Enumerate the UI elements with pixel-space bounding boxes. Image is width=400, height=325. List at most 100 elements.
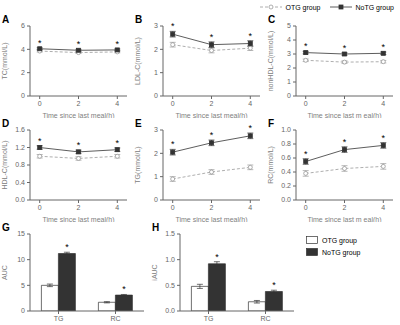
svg-text:TG: TG xyxy=(54,315,64,322)
svg-text:RC(mmol/L): RC(mmol/L) xyxy=(267,146,275,184)
svg-text:2: 2 xyxy=(154,150,158,157)
svg-text:0.2: 0.2 xyxy=(281,182,291,189)
svg-text:*: * xyxy=(65,242,69,252)
svg-text:*: * xyxy=(38,136,42,146)
svg-text:0: 0 xyxy=(287,92,291,99)
svg-text:Time since last meal(h): Time since last meal(h) xyxy=(175,216,247,222)
svg-text:Time since last meal(h): Time since last meal(h) xyxy=(42,216,114,222)
svg-text:*: * xyxy=(171,21,175,31)
svg-text:1.5: 1.5 xyxy=(165,230,175,237)
svg-text:6: 6 xyxy=(21,22,25,29)
svg-text:*: * xyxy=(77,140,81,150)
svg-text:0.0: 0.0 xyxy=(15,196,25,203)
svg-text:1: 1 xyxy=(287,78,291,85)
svg-text:Time since last m eal(h): Time since last m eal(h) xyxy=(307,112,381,118)
svg-text:*: * xyxy=(343,137,347,147)
html-text:C: C xyxy=(268,14,276,25)
svg-text:RC: RC xyxy=(260,315,270,322)
svg-text:*: * xyxy=(215,252,219,262)
svg-text:1.0: 1.0 xyxy=(165,256,175,263)
svg-text:4: 4 xyxy=(287,36,291,43)
svg-text:*: * xyxy=(382,133,386,143)
svg-text:0: 0 xyxy=(304,204,308,211)
svg-text:0.0: 0.0 xyxy=(165,307,175,314)
svg-text:4: 4 xyxy=(381,100,385,107)
svg-text:nonHDL-C(mmol/L): nonHDL-C(mmol/L) xyxy=(267,31,275,92)
svg-text:*: * xyxy=(122,284,126,294)
svg-text:0.4: 0.4 xyxy=(281,168,291,175)
svg-text:4: 4 xyxy=(115,204,119,211)
svg-text:*: * xyxy=(171,139,175,149)
svg-text:0: 0 xyxy=(21,92,25,99)
svg-text:1: 1 xyxy=(154,69,158,76)
svg-text:4: 4 xyxy=(381,204,385,211)
svg-text:*: * xyxy=(382,42,386,52)
svg-text:*: * xyxy=(304,149,308,159)
svg-text:Time since last meal(h): Time since last meal(h) xyxy=(42,112,114,118)
svg-text:*: * xyxy=(210,130,214,140)
svg-text:*: * xyxy=(116,138,120,148)
svg-text:1: 1 xyxy=(154,173,158,180)
svg-text:0: 0 xyxy=(304,100,308,107)
svg-text:TC(mmol/L): TC(mmol/L) xyxy=(8,43,9,80)
svg-text:10: 10 xyxy=(17,256,25,263)
svg-text:*: * xyxy=(38,38,42,48)
svg-text:2: 2 xyxy=(21,69,25,76)
svg-text:*: * xyxy=(249,31,253,41)
svg-text:iAUC: iAUC xyxy=(151,264,158,280)
svg-text:5: 5 xyxy=(21,282,25,289)
svg-text:0.0: 0.0 xyxy=(281,196,291,203)
svg-text:0: 0 xyxy=(38,100,42,107)
svg-text:4: 4 xyxy=(21,46,25,53)
svg-text:0: 0 xyxy=(21,307,25,314)
svg-text:3: 3 xyxy=(287,50,291,57)
svg-text:HDL-C(mmol/L): HDL-C(mmol/L) xyxy=(8,141,9,190)
svg-text:0.8: 0.8 xyxy=(15,161,25,168)
svg-text:2: 2 xyxy=(77,204,81,211)
svg-text:AUC: AUC xyxy=(8,265,9,280)
svg-text:0.6: 0.6 xyxy=(281,154,291,161)
svg-text:0: 0 xyxy=(154,92,158,99)
svg-text:1.6: 1.6 xyxy=(15,126,25,133)
svg-text:TG(mmol/L): TG(mmol/L) xyxy=(134,146,142,183)
svg-text:2: 2 xyxy=(343,204,347,211)
svg-text:0: 0 xyxy=(154,196,158,203)
svg-text:*: * xyxy=(77,39,81,49)
svg-text:*: * xyxy=(304,41,308,51)
svg-text:15: 15 xyxy=(17,230,25,237)
html-text:NoTG group: NoTG group xyxy=(355,3,394,11)
svg-text:LDL-C(mmol/L): LDL-C(mmol/L) xyxy=(134,37,142,85)
svg-text:0: 0 xyxy=(171,100,175,107)
svg-text:RC: RC xyxy=(110,315,120,322)
svg-text:1.2: 1.2 xyxy=(15,144,25,151)
svg-text:4: 4 xyxy=(248,204,252,211)
svg-text:0.8: 0.8 xyxy=(281,140,291,147)
svg-text:*: * xyxy=(116,39,120,49)
svg-text:2: 2 xyxy=(287,64,291,71)
html-text:OTG group: OTG group xyxy=(285,3,321,11)
svg-text:2: 2 xyxy=(77,100,81,107)
html-text:B: B xyxy=(135,14,143,25)
html-text:A: A xyxy=(2,14,10,25)
svg-text:3: 3 xyxy=(154,22,158,29)
svg-text:2: 2 xyxy=(210,100,214,107)
svg-text:1.0: 1.0 xyxy=(281,126,291,133)
svg-text:TG: TG xyxy=(204,315,214,322)
svg-text:Time since last m eal(h): Time since last m eal(h) xyxy=(307,216,381,222)
svg-text:4: 4 xyxy=(115,100,119,107)
svg-text:2: 2 xyxy=(154,46,158,53)
svg-text:3: 3 xyxy=(154,126,158,133)
svg-text:0.4: 0.4 xyxy=(15,179,25,186)
svg-text:*: * xyxy=(343,43,347,53)
svg-text:*: * xyxy=(272,280,276,290)
svg-text:*: * xyxy=(210,32,214,42)
svg-text:0.5: 0.5 xyxy=(165,282,175,289)
svg-text:Time since last meal(h): Time since last meal(h) xyxy=(175,112,247,118)
svg-text:2: 2 xyxy=(210,204,214,211)
svg-text:0: 0 xyxy=(171,204,175,211)
svg-text:4: 4 xyxy=(248,100,252,107)
svg-text:0: 0 xyxy=(38,204,42,211)
svg-text:*: * xyxy=(249,123,253,133)
svg-text:5: 5 xyxy=(287,22,291,29)
svg-text:2: 2 xyxy=(343,100,347,107)
